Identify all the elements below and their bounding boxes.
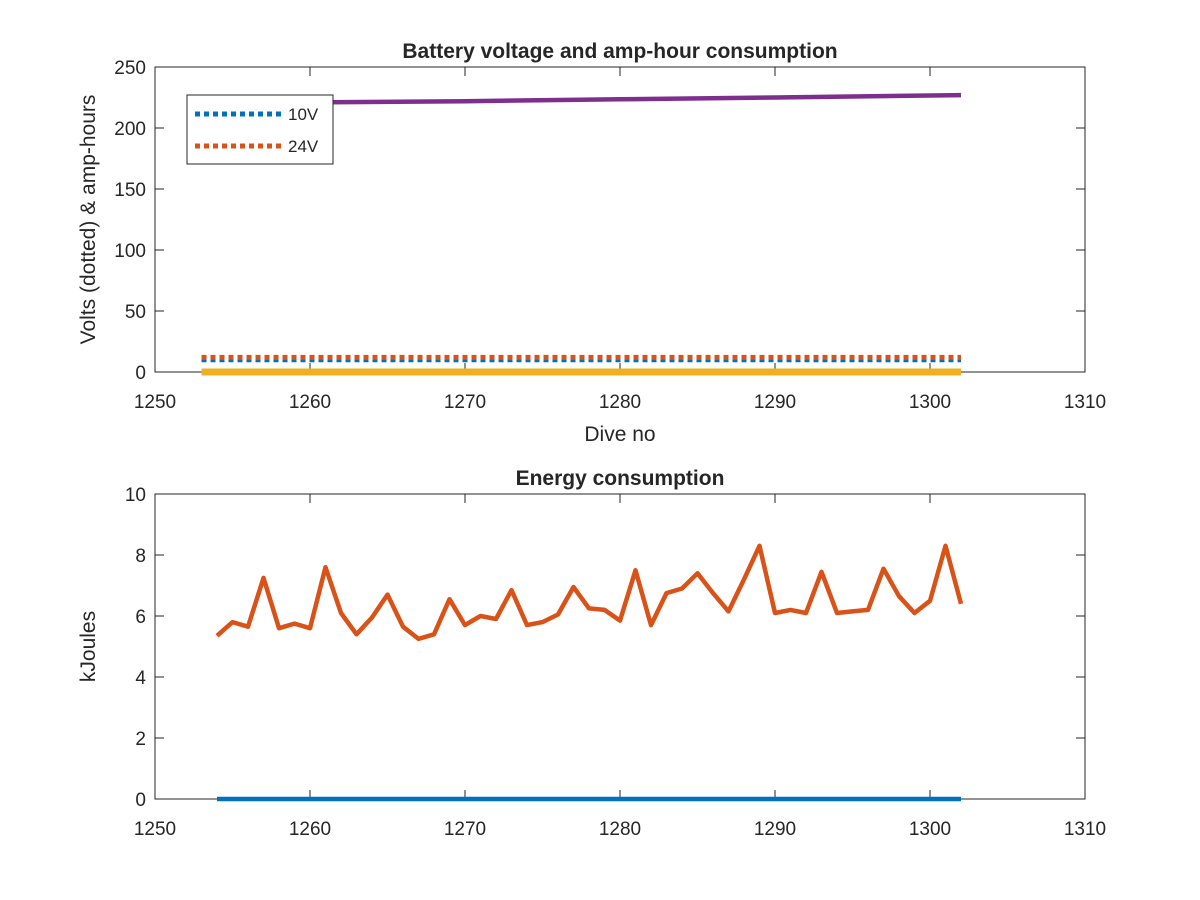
x-tick-label: 1260	[289, 392, 331, 413]
x-tick-label: 1260	[289, 819, 331, 840]
x-tick-label: 1280	[599, 392, 641, 413]
y-tick-label: 50	[125, 302, 146, 323]
x-tick-label: 1290	[754, 392, 796, 413]
series-line-1	[215, 543, 964, 642]
x-tick-label: 1310	[1064, 392, 1106, 413]
y-tick-label: 200	[114, 119, 146, 140]
y-tick-label: 0	[135, 363, 146, 384]
y-tick-label: 10	[125, 485, 146, 506]
y-tick-label: 2	[135, 729, 146, 750]
y-axis-label: Volts (dotted) & amp-hours	[77, 95, 100, 345]
x-tick-label: 1310	[1064, 819, 1106, 840]
top-chart: 1250 1260 1270 1280 1290 1300 1310 0 50 100 150 200…	[77, 40, 1106, 446]
x-tick-label: 1290	[754, 819, 796, 840]
y-tick-label: 0	[135, 790, 146, 811]
legend: 10V 24V	[186, 94, 334, 165]
y-tick-label: 250	[114, 58, 146, 79]
legend-label: 10V	[288, 105, 319, 124]
y-axis-label: kJoules	[77, 611, 100, 682]
x-tick-label: 1270	[444, 819, 486, 840]
y-tick-label: 150	[114, 180, 146, 201]
y-tick-label: 6	[135, 607, 146, 628]
legend-label: 24V	[288, 137, 319, 156]
legend-box	[186, 94, 334, 165]
x-tick-label: 1300	[909, 392, 951, 413]
y-tick-label: 8	[135, 546, 146, 567]
bottom-chart: 1250 1260 1270 1280 1290 1300 1310 0 2 4 6 8 10 Energ…	[77, 467, 1106, 840]
x-tick-label: 1300	[909, 819, 951, 840]
y-tick-label: 100	[114, 241, 146, 262]
x-tick-label: 1280	[599, 819, 641, 840]
plot-area	[154, 493, 1086, 800]
chart-title: Battery voltage and amp-hour consumption	[402, 40, 837, 63]
chart-title: Energy consumption	[516, 467, 725, 490]
x-tick-label: 1250	[134, 392, 176, 413]
x-tick-label: 1250	[134, 819, 176, 840]
x-tick-label: 1270	[444, 392, 486, 413]
y-tick-label: 4	[135, 668, 146, 689]
x-axis-label: Dive no	[584, 423, 655, 446]
